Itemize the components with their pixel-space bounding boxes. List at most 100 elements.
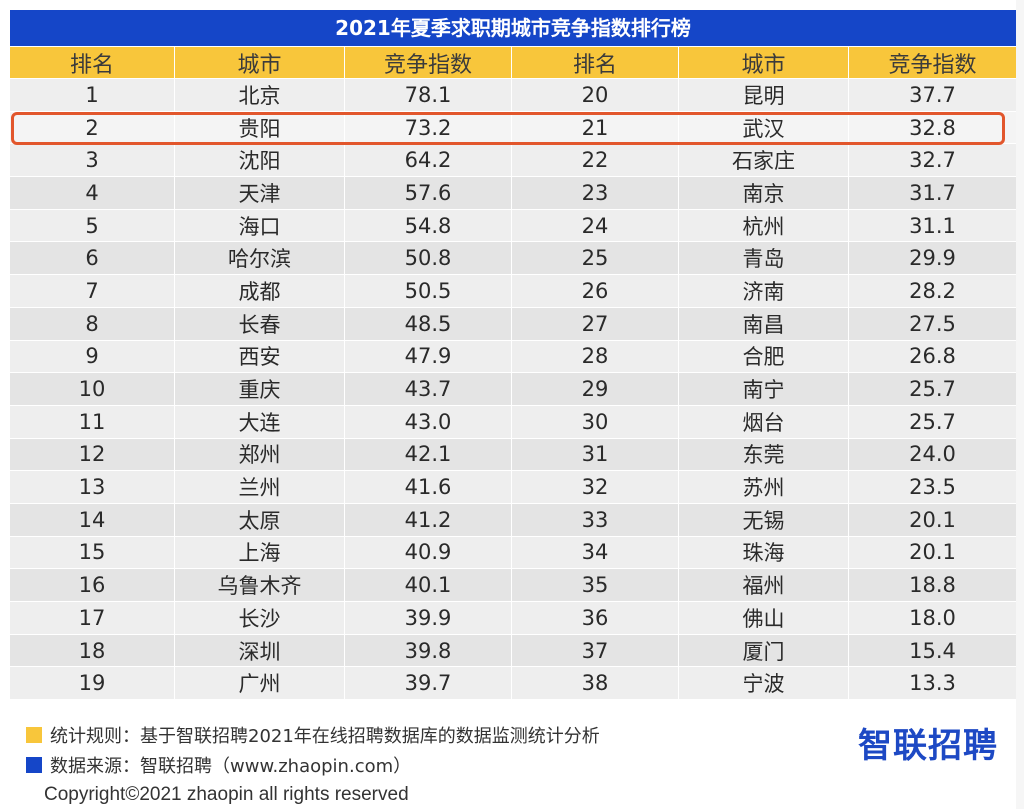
cell-city-right: 东莞 <box>679 438 849 471</box>
cell-rank-right: 28 <box>512 340 679 373</box>
cell-rank-left: 8 <box>10 307 175 340</box>
cell-city-left: 长沙 <box>175 602 345 634</box>
cell-index-left: 43.7 <box>345 373 512 405</box>
cell-index-left: 48.5 <box>345 307 512 340</box>
yellow-square-icon <box>26 727 42 743</box>
table-row: 4 天津 57.6 23 南京 31.7 <box>10 177 1016 210</box>
cell-rank-right: 32 <box>512 471 679 503</box>
footer: 统计规则：基于智联招聘2021年在线招聘数据库的数据监测统计分析 数据来源：智联… <box>10 704 1016 779</box>
cell-rank-left: 15 <box>10 536 175 569</box>
cell-city-left: 长春 <box>175 307 345 340</box>
cell-city-left: 天津 <box>175 177 345 209</box>
cell-index-left: 41.6 <box>345 471 512 503</box>
cell-rank-right: 29 <box>512 373 679 405</box>
cell-index-right: 31.1 <box>909 213 956 238</box>
cell-index-left: 50.5 <box>345 275 512 307</box>
cell-index-left: 39.7 <box>345 667 512 700</box>
cell-city-left: 乌鲁木齐 <box>175 569 345 601</box>
cell-index-left: 73.2 <box>345 111 512 144</box>
header-rank-left: 排名 <box>10 47 175 78</box>
table-title: 2021年夏季求职期城市竞争指数排行榜 <box>10 10 1016 46</box>
cell-city-right: 南昌 <box>679 307 849 340</box>
cell-city-left: 深圳 <box>175 634 345 667</box>
table-row: 19 广州 39.7 38 宁波 13.3 <box>10 667 1016 701</box>
cell-city-right: 厦门 <box>679 634 849 667</box>
cell-rank-right: 33 <box>512 503 679 536</box>
cell-city-left: 上海 <box>175 536 345 569</box>
table-row: 14 太原 41.2 33 无锡 20.1 <box>10 503 1016 537</box>
header-city-right: 城市 <box>679 47 849 78</box>
table-row: 2 贵阳 73.2 21 武汉 32.8 <box>10 111 1016 145</box>
cell-index-right: 23.5 <box>909 475 956 500</box>
table-row: 16 乌鲁木齐 40.1 35 福州 18.8 <box>10 569 1016 602</box>
source-note: 数据来源：智联招聘（www.zhaopin.com） <box>26 752 411 778</box>
rule-note-text: 统计规则：基于智联招聘2021年在线招聘数据库的数据监测统计分析 <box>50 726 600 747</box>
cell-city-left: 大连 <box>175 405 345 438</box>
cell-index-right: 13.3 <box>909 671 956 696</box>
cell-city-right: 武汉 <box>679 111 849 144</box>
cell-rank-left: 2 <box>10 111 175 144</box>
cell-city-right: 合肥 <box>679 340 849 373</box>
cell-city-left: 贵阳 <box>175 111 345 144</box>
cell-index-right: 32.8 <box>909 115 956 140</box>
cell-index-right: 31.7 <box>909 180 956 205</box>
cell-rank-left: 4 <box>10 177 175 209</box>
cell-index-right: 29.9 <box>909 246 956 271</box>
cell-city-right: 宁波 <box>679 667 849 700</box>
table-row: 13 兰州 41.6 32 苏州 23.5 <box>10 471 1016 504</box>
cell-index-left: 50.8 <box>345 242 512 275</box>
blue-square-icon <box>26 757 42 773</box>
cell-rank-right: 26 <box>512 275 679 307</box>
cell-index-right: 18.8 <box>909 573 956 598</box>
cell-index-right: 28.2 <box>909 278 956 303</box>
cell-city-left: 太原 <box>175 503 345 536</box>
table-row: 9 西安 47.9 28 合肥 26.8 <box>10 340 1016 374</box>
header-index-right: 竞争指数 <box>888 52 977 78</box>
cell-rank-left: 13 <box>10 471 175 503</box>
table-row: 18 深圳 39.8 37 厦门 15.4 <box>10 634 1016 668</box>
cell-index-left: 39.9 <box>345 602 512 634</box>
cell-rank-left: 11 <box>10 405 175 438</box>
cell-rank-right: 22 <box>512 144 679 177</box>
cell-rank-left: 1 <box>10 79 175 111</box>
table-row: 15 上海 40.9 34 珠海 20.1 <box>10 536 1016 570</box>
cell-city-right: 佛山 <box>679 602 849 634</box>
cell-index-right: 20.1 <box>909 540 956 565</box>
cell-city-right: 济南 <box>679 275 849 307</box>
cell-rank-left: 9 <box>10 340 175 373</box>
cell-rank-right: 34 <box>512 536 679 569</box>
cell-index-left: 39.8 <box>345 634 512 667</box>
cell-index-right: 25.7 <box>909 377 956 402</box>
cell-city-left: 郑州 <box>175 438 345 471</box>
header-city-left: 城市 <box>175 47 345 78</box>
cell-rank-right: 36 <box>512 602 679 634</box>
cell-index-right: 24.0 <box>909 442 956 467</box>
cell-rank-right: 23 <box>512 177 679 209</box>
cell-rank-left: 16 <box>10 569 175 601</box>
cell-index-right: 18.0 <box>909 605 956 630</box>
table-row: 10 重庆 43.7 29 南宁 25.7 <box>10 373 1016 406</box>
cell-rank-right: 25 <box>512 242 679 275</box>
cell-rank-left: 6 <box>10 242 175 275</box>
table-row: 7 成都 50.5 26 济南 28.2 <box>10 275 1016 308</box>
cell-city-left: 兰州 <box>175 471 345 503</box>
cell-city-left: 西安 <box>175 340 345 373</box>
table-row: 5 海口 54.8 24 杭州 31.1 <box>10 209 1016 243</box>
cell-rank-right: 21 <box>512 111 679 144</box>
table-row: 8 长春 48.5 27 南昌 27.5 <box>10 307 1016 341</box>
table-row: 12 郑州 42.1 31 东莞 24.0 <box>10 438 1016 472</box>
source-note-text: 数据来源：智联招聘（www.zhaopin.com） <box>50 756 412 777</box>
table-row: 3 沈阳 64.2 22 石家庄 32.7 <box>10 144 1016 178</box>
cell-index-left: 57.6 <box>345 177 512 209</box>
cell-index-left: 42.1 <box>345 438 512 471</box>
cell-rank-left: 5 <box>10 209 175 242</box>
zhaopin-logo: 智联招聘 <box>858 726 998 766</box>
cell-city-left: 哈尔滨 <box>175 242 345 275</box>
cell-rank-right: 24 <box>512 209 679 242</box>
cell-city-right: 珠海 <box>679 536 849 569</box>
cell-rank-left: 14 <box>10 503 175 536</box>
cell-city-right: 南宁 <box>679 373 849 405</box>
cell-city-right: 昆明 <box>679 79 849 111</box>
cell-index-right: 27.5 <box>909 311 956 336</box>
cell-index-right: 26.8 <box>909 344 956 369</box>
